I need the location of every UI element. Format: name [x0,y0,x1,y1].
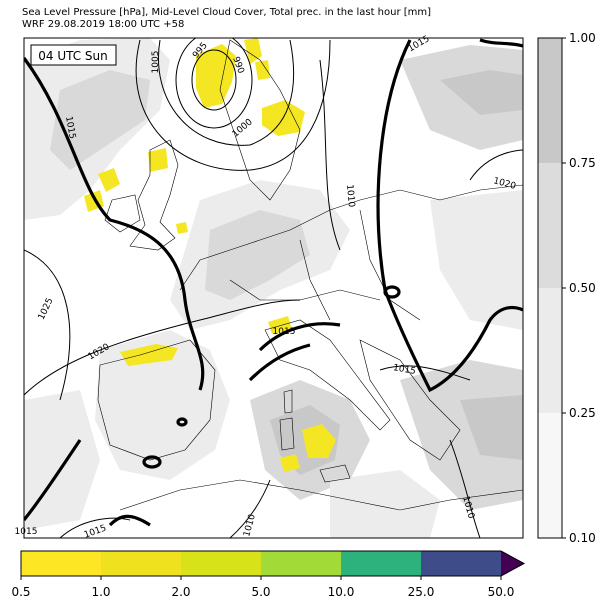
isobar-1020 [24,299,301,396]
isobar-label: 1015 [63,116,77,140]
isobar-1010-sw [229,479,271,538]
precip-area [120,344,178,366]
isobar-label: 1015 [273,327,296,337]
chart-title: Sea Level Pressure [hPa], Mid-Level Clou… [22,7,432,18]
isobar-1015-small-loop-3 [176,417,188,427]
precip-tick-label: 1.0 [91,585,110,599]
isobar-1010-south [449,439,481,538]
isobar-1015-sw [59,517,131,538]
cloud-area [460,395,523,460]
isobar-1025 [24,249,71,401]
isobar-1005 [135,39,331,171]
isobar-1015-italy [248,343,311,382]
coastline-sardinia [279,417,295,451]
precip-tick-label: 2.0 [171,585,190,599]
isobar-1015-nw [479,38,523,48]
coastline-iberia [97,339,216,461]
isobar-1015-small-loop [383,285,401,299]
isobar-label: 1015 [15,527,38,537]
chart-subtitle: WRF 29.08.2019 18:00 UTC +58 [22,19,185,30]
precip-tick-label: 25.0 [408,585,435,599]
isobar-label: 1015 [392,363,416,377]
isobars-thin [24,38,523,538]
precip-area [302,424,336,458]
time-label-box [30,44,117,66]
isobar-1015-south-coast [108,514,151,527]
precip-tick-label: 10.0 [328,585,355,599]
precip-colorbar-segment [181,551,261,576]
isobar-label: 1005 [151,51,161,74]
isobar-label: 1010 [344,184,356,208]
cloud-area [430,190,523,330]
coastline-corsica [283,389,293,414]
precip-area [176,222,188,234]
cloud-colorbar-segment [538,38,562,163]
isobar-1015-alps [258,322,341,352]
precip-area [148,148,168,172]
time-label: 04 UTC Sun [38,49,108,63]
precip-colorbar-segment [101,551,181,576]
precip-area [280,454,300,472]
precip-area [98,168,120,192]
cloud-area [330,470,440,538]
precipitation-layer [84,38,336,472]
border-line [359,209,421,321]
coastline-balkans [359,339,461,461]
map-panel: 995 990 1005 1000 1015 1015 1015 1010 10… [15,34,524,541]
isobar-low-ring [175,38,253,129]
cloud-colorbar-segment [538,413,562,538]
precip-area [255,60,270,80]
isobar-1020-east [469,149,523,181]
precip-colorbar-segment [341,551,421,576]
isobar-1000 [158,39,295,146]
map-frame [23,37,524,539]
cloud-cover-colorbar: 1.00 0.75 0.50 0.25 0.10 [537,31,596,545]
cloud-area [205,210,310,300]
cloud-tick-label: 1.00 [569,31,596,45]
cloud-tick-label: 0.75 [569,156,596,170]
cloud-tick-label: 0.50 [569,281,596,295]
precip-colorbar-segment [421,551,501,576]
coastline-british-isles [129,139,179,251]
isobar-low-center [191,49,237,111]
precip-colorbar-segment [261,551,341,576]
isobars-thick [24,38,523,527]
precip-tick-label: 5.0 [251,585,270,599]
isobar-1015-east [379,365,471,381]
cloud-tick-label: 0.25 [569,406,596,420]
precip-tick-label: 50.0 [488,585,515,599]
precip-tick-label: 0.5 [11,585,30,599]
isobar-1015-small-loop-2 [142,455,162,469]
coastline-sicily [319,464,351,483]
precip-area [268,316,292,334]
cloud-area [440,70,523,115]
coastline-north-africa [119,479,523,511]
cloud-area [95,330,230,480]
isobar-1015-west [24,57,205,391]
cloud-colorbar-segment [538,163,562,288]
precip-colorbar-frame [20,550,526,577]
coastline-italy [264,319,391,431]
isobar-1015-central [376,39,523,393]
isobar-1010 [319,59,341,251]
cloud-colorbar-segment [538,288,562,413]
cloud-area [50,70,150,170]
precip-colorbar: 0.5 1.0 2.0 5.0 10.0 25.0 50.0 [11,550,526,599]
precip-colorbar-extend-arrow [501,551,524,576]
precip-colorbar-segment [21,551,101,576]
isobar-1015-sw-loop [24,439,82,521]
coastline-scandinavia [219,39,301,201]
precip-area [244,38,262,64]
border-line [299,239,331,321]
cloud-tick-label: 0.10 [569,531,596,545]
